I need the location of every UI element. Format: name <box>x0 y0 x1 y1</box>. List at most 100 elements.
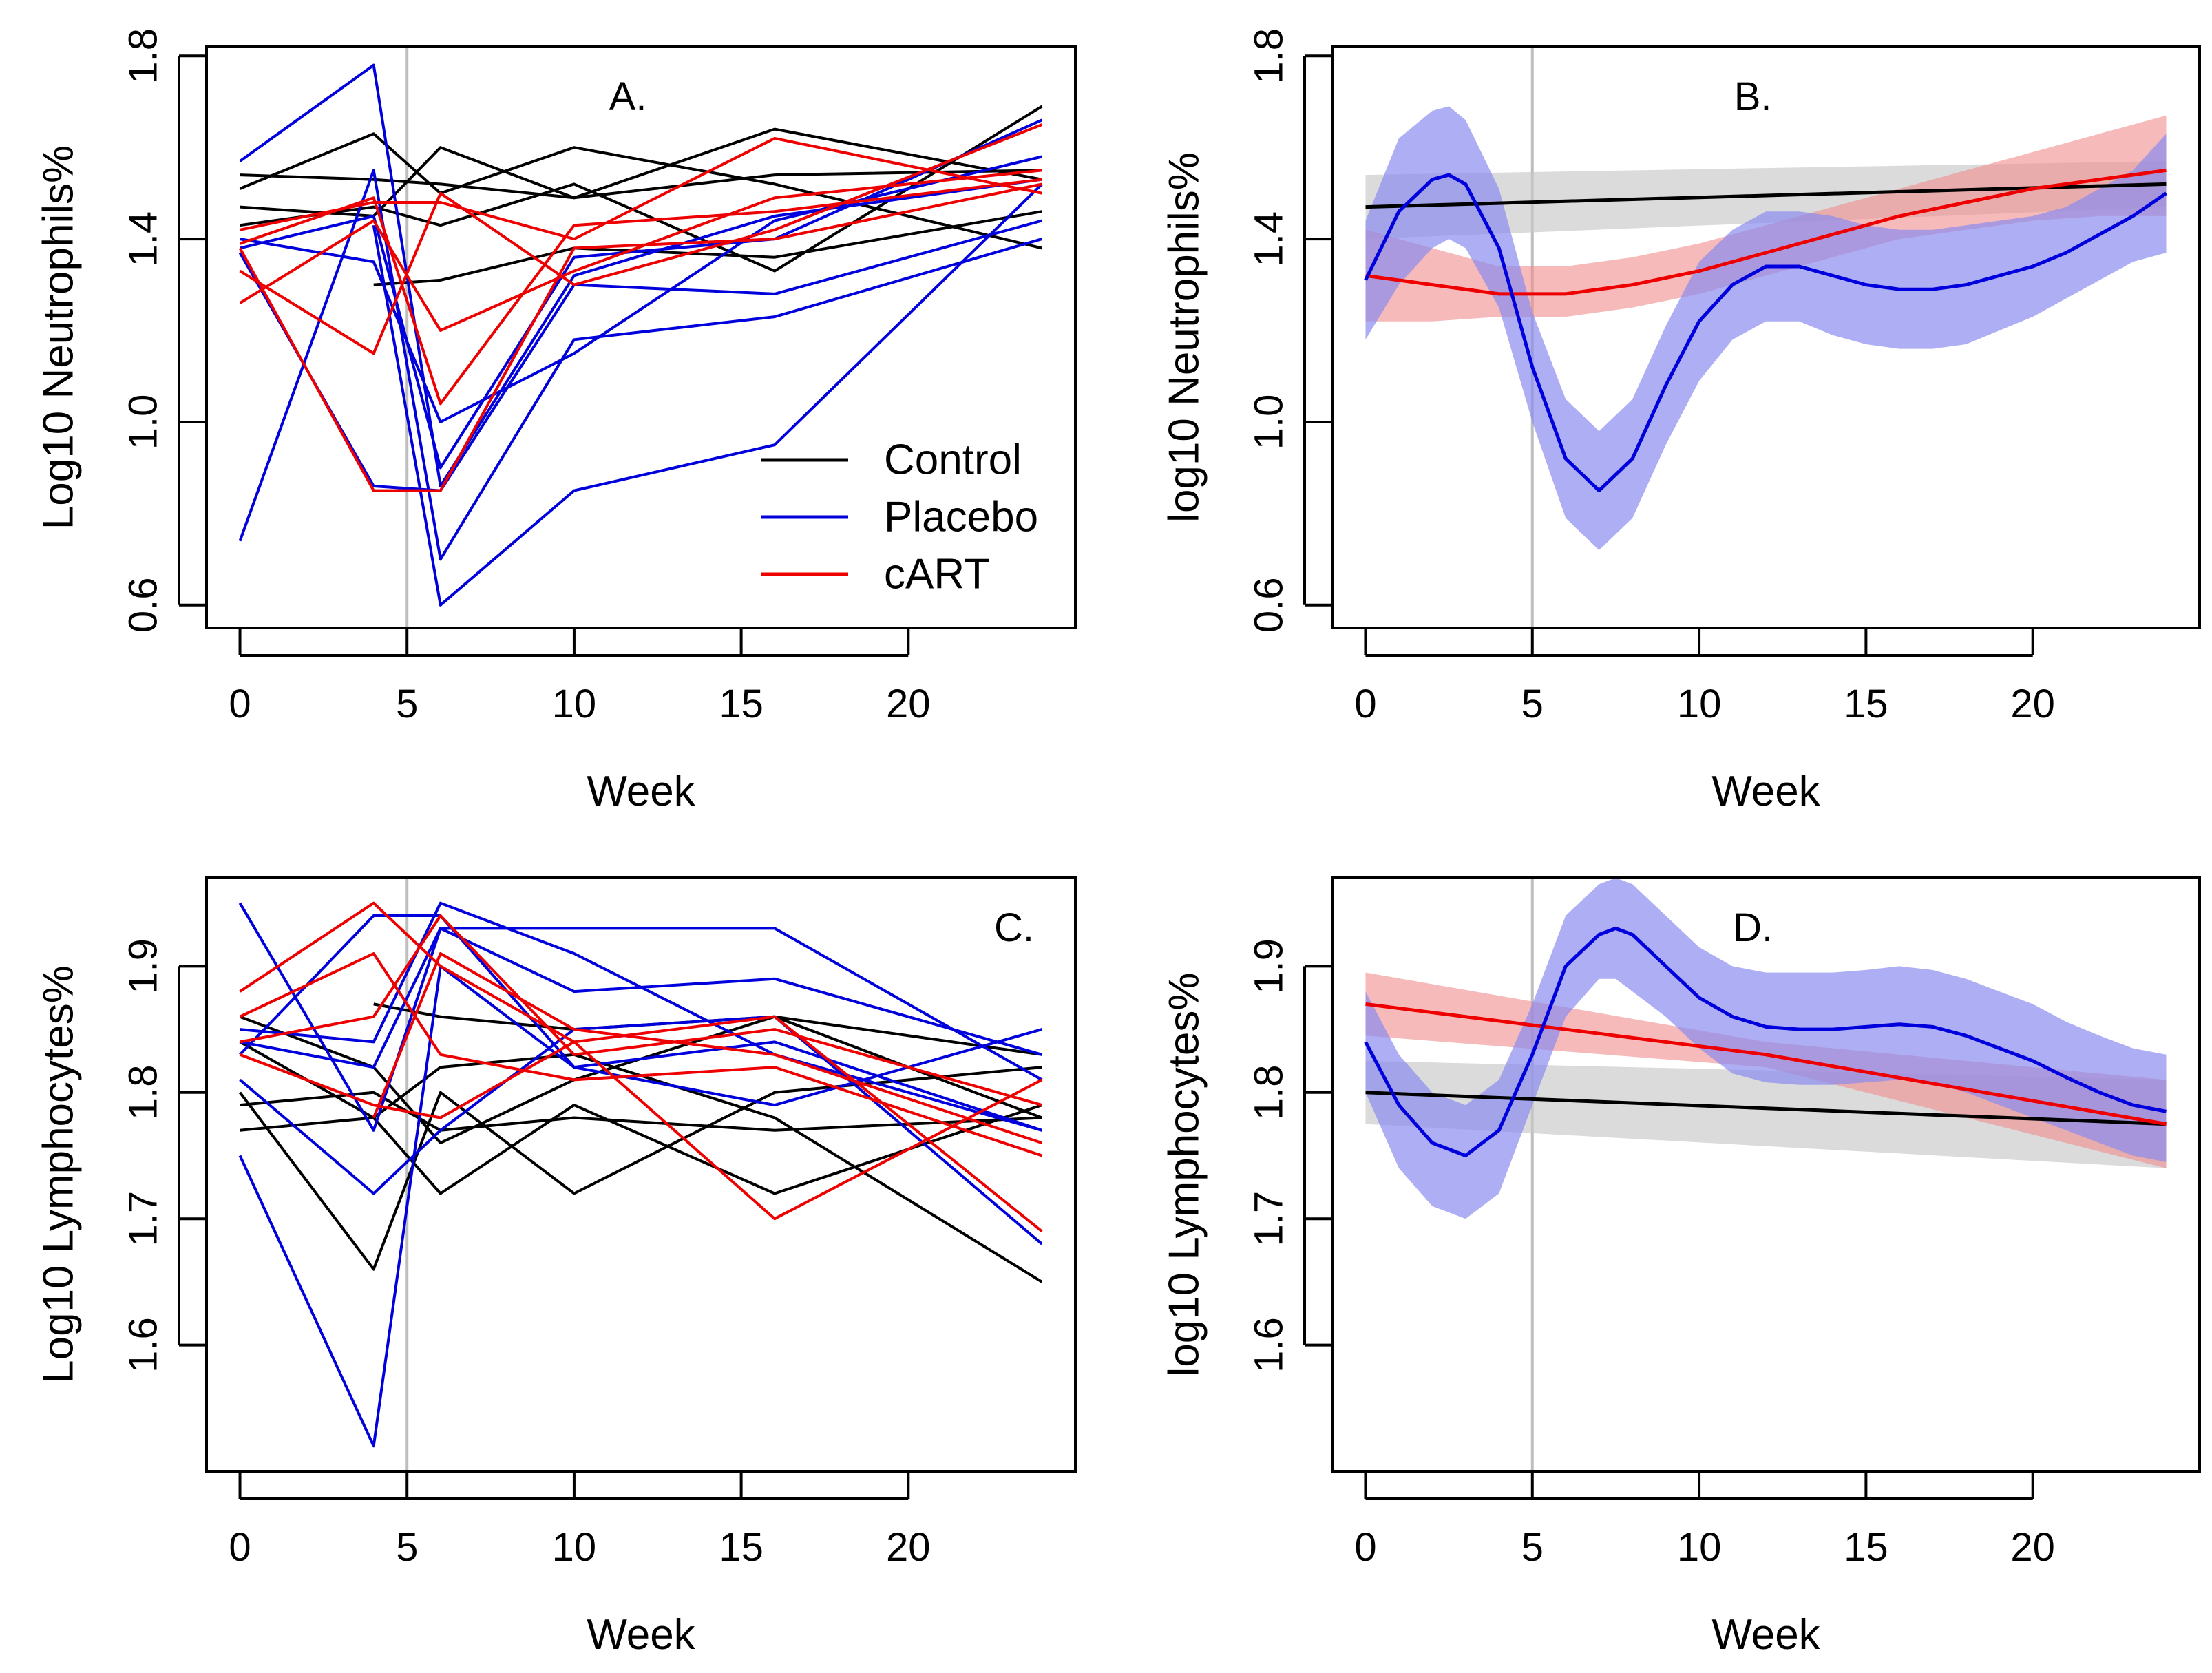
legend-label-cart: cART <box>884 551 990 598</box>
legend-label-placebo: Placebo <box>884 494 1038 541</box>
y-axis-title: log10 Lymphocytes% <box>1161 972 1208 1376</box>
panel-label-a: A. <box>609 74 647 119</box>
series-line-control <box>240 1104 1043 1195</box>
y-tick-label: 1.4 <box>121 211 166 267</box>
y-tick-label: 1.7 <box>121 1191 166 1247</box>
x-tick-label: 20 <box>2010 682 2055 726</box>
series-line-control <box>239 132 1042 250</box>
x-tick-label: 0 <box>229 682 251 726</box>
panel-b: 0 5 10 15 20 Week 0.6 1.0 1.4 1.8 log10 Neutrophil… <box>1161 28 2201 815</box>
plot-area-d <box>1364 878 2167 1471</box>
confidence-band-placebo <box>1365 878 2167 1219</box>
plot-frame-a <box>205 45 1077 629</box>
series-line-cart <box>239 952 1043 1157</box>
fit-line-cart <box>1365 1002 2167 1126</box>
y-tick-label: 1.6 <box>121 1317 166 1373</box>
series-line-control <box>238 1066 1042 1271</box>
series-line-placebo <box>239 1015 1043 1245</box>
confidence-band-cart <box>1365 115 2167 322</box>
y-tick-label: 1.0 <box>121 394 166 450</box>
series-line-control <box>239 1015 1043 1145</box>
x-tick-label: 15 <box>719 682 763 726</box>
x-tick-label: 15 <box>1844 682 1888 726</box>
legend: Control Placebo cART <box>761 436 1038 598</box>
series-line-control <box>239 1040 1043 1283</box>
plot-frame-c <box>205 876 1077 1473</box>
y-tick-label: 0.6 <box>1247 577 1292 633</box>
panel-label-d: D. <box>1733 905 1773 950</box>
x-tick-label: 15 <box>1844 1525 1888 1570</box>
panel-c: 0 5 10 15 20 Week 1.6 1.7 1.8 1.9 Log10 Lymphocyte… <box>35 876 1077 1659</box>
x-axis-title: Week <box>1711 1611 1820 1659</box>
y-tick-label: 1.8 <box>121 1064 166 1120</box>
y-tick-label: 1.4 <box>1247 211 1292 267</box>
plot-frame-d <box>1331 876 2201 1473</box>
x-tick-label: 0 <box>1354 682 1376 726</box>
fit-line-placebo <box>1364 173 2167 493</box>
series-line-placebo <box>239 63 1042 487</box>
series-line-control <box>240 169 1042 200</box>
series-line-placebo <box>238 965 1043 1448</box>
series-line-cart <box>240 136 1042 241</box>
x-tick-label: 0 <box>1354 1525 1376 1570</box>
panel-label-c: C. <box>994 905 1034 950</box>
x-tick-label: 20 <box>886 1525 931 1570</box>
series-line-control <box>240 127 1042 218</box>
series-line-cart <box>239 123 1043 355</box>
plot-frame-b <box>1331 45 2201 629</box>
panel-label-b: B. <box>1734 74 1772 119</box>
series-line-cart <box>239 901 1043 1233</box>
x-tick-label: 5 <box>1521 682 1544 726</box>
y-tick-label: 1.8 <box>1247 28 1292 84</box>
plot-area-c <box>238 878 1043 1471</box>
y-tick-label: 1.9 <box>121 938 166 994</box>
x-tick-label: 10 <box>552 1525 597 1570</box>
x-tick-label: 15 <box>719 1525 763 1570</box>
series-line-cart <box>239 1040 1043 1221</box>
x-tick-label: 20 <box>2010 1525 2055 1570</box>
confidence-band-placebo <box>1365 106 2167 550</box>
fit-line-control <box>1365 1091 2167 1126</box>
series-line-placebo <box>240 901 1043 1132</box>
x-tick-label: 5 <box>1521 1525 1544 1570</box>
legend-label-control: Control <box>884 436 1022 484</box>
panel-d: 0 5 10 15 20 Week 1.6 1.7 1.8 1.9 log10 Lymphocyte… <box>1161 876 2201 1659</box>
fit-line-cart <box>1365 168 2167 296</box>
y-tick-label: 1.6 <box>1247 1317 1292 1373</box>
series-line-cart <box>372 952 1043 1144</box>
x-axis-title: Week <box>587 1611 695 1659</box>
series-line-control <box>240 105 1043 273</box>
x-tick-label: 0 <box>229 1525 251 1570</box>
x-axis-title: Week <box>587 768 695 815</box>
x-tick-label: 10 <box>552 682 597 726</box>
confidence-band-cart <box>1365 972 2167 1168</box>
series-line-placebo <box>240 927 1043 1069</box>
plot-area-a <box>238 47 1043 628</box>
y-tick-label: 0.6 <box>121 577 166 633</box>
x-tick-label: 10 <box>1677 1525 1722 1570</box>
y-tick-label: 1.8 <box>121 28 166 84</box>
series-line-cart <box>240 914 1043 1107</box>
series-line-cart <box>239 169 1042 332</box>
y-axis-title: Log10 Neutrophils% <box>35 145 83 529</box>
y-tick-label: 1.8 <box>1247 1064 1292 1120</box>
y-tick-label: 1.0 <box>1247 394 1292 450</box>
panel-a: 0 5 10 15 20 Week 0.6 1.0 1.4 1.8 Log10 Neutrophil… <box>35 28 1077 815</box>
series-line-placebo <box>238 169 1043 561</box>
series-line-cart <box>238 182 1042 492</box>
series-line-placebo <box>372 182 1043 607</box>
x-tick-label: 10 <box>1677 682 1722 726</box>
x-tick-label: 5 <box>396 1525 418 1570</box>
series-line-cart <box>239 178 1042 406</box>
fit-line-placebo <box>1364 926 2167 1157</box>
x-axis-title: Week <box>1711 768 1820 815</box>
series-line-placebo <box>240 118 1043 470</box>
x-tick-label: 20 <box>886 682 931 726</box>
y-tick-label: 1.7 <box>1247 1191 1292 1247</box>
y-axis-title: log10 Neutrophils% <box>1161 152 1208 523</box>
plot-area-b <box>1364 47 2167 628</box>
y-tick-label: 1.9 <box>1247 938 1292 994</box>
x-tick-label: 5 <box>396 682 418 726</box>
y-axis-title: Log10 Lymphocytes% <box>35 965 83 1384</box>
